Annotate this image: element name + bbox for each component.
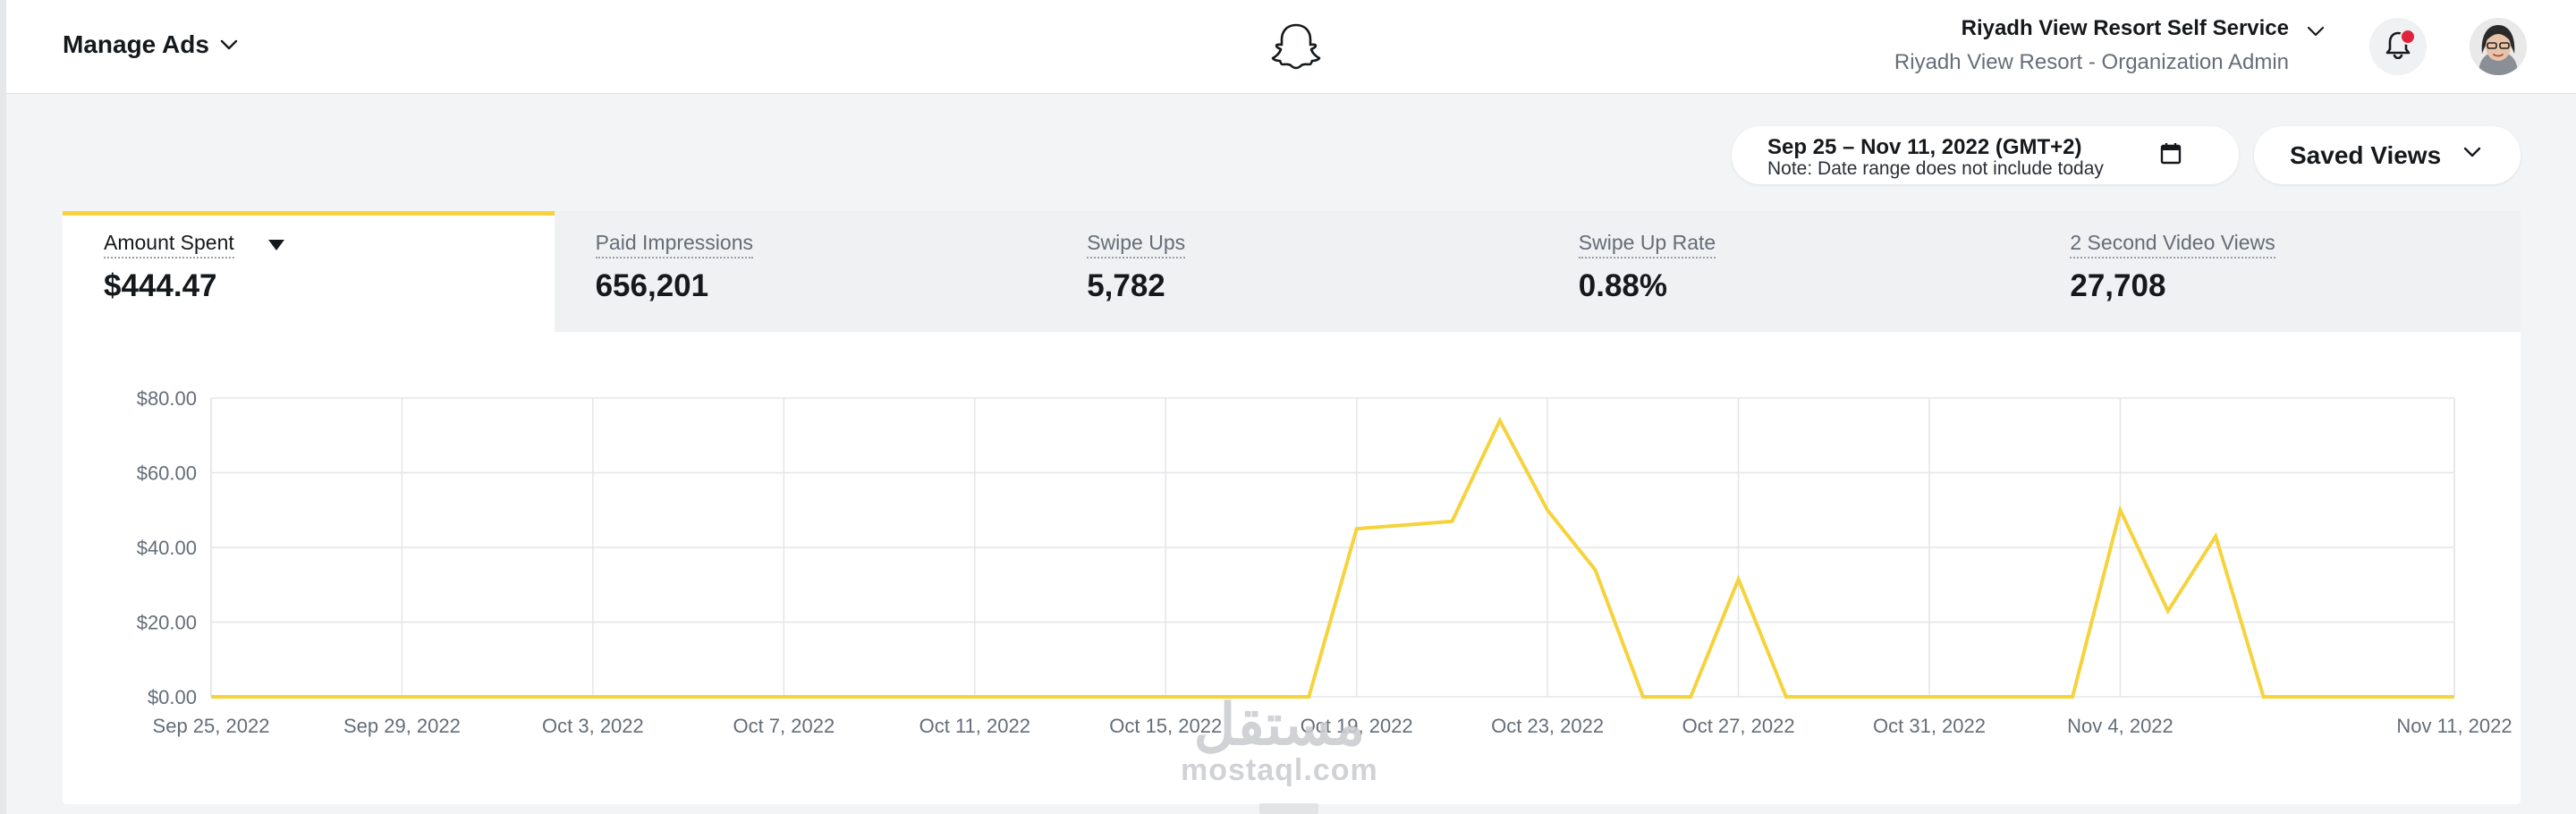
chevron-down-icon[interactable] <box>2307 25 2325 41</box>
calendar-icon <box>2159 141 2182 171</box>
manage-ads-label: Manage Ads <box>63 30 209 58</box>
caret-down-icon[interactable] <box>268 240 284 250</box>
x-tick-label: Oct 19, 2022 <box>1301 715 1413 737</box>
saved-views-dropdown[interactable]: Saved Views <box>2254 126 2521 184</box>
x-tick-label: Oct 23, 2022 <box>1491 715 1604 737</box>
tab-video-views[interactable]: 2 Second Video Views 27,708 <box>2029 211 2521 332</box>
date-range-picker[interactable]: Sep 25 – Nov 11, 2022 (GMT+2) Note: Date… <box>1732 126 2239 184</box>
metric-value: 27,708 <box>2070 268 2166 303</box>
chevron-down-icon <box>220 39 238 50</box>
y-tick-label: $20.00 <box>137 612 197 634</box>
metric-value: 5,782 <box>1087 268 1165 303</box>
date-range-note: Note: Date range does not include today <box>1767 158 2104 179</box>
metric-label: Amount Spent <box>104 231 234 259</box>
metric-value: 0.88% <box>1578 268 1668 303</box>
metric-tabs: Amount Spent $444.47 Paid Impressions 65… <box>63 211 2521 332</box>
snapchat-ghost-icon[interactable] <box>1269 20 1323 73</box>
x-tick-label: Oct 15, 2022 <box>1109 715 1222 737</box>
x-tick-label: Oct 3, 2022 <box>542 715 644 737</box>
scroll-handle[interactable] <box>1259 803 1318 814</box>
metric-label: Swipe Up Rate <box>1578 231 1716 259</box>
tab-swipe-ups[interactable]: Swipe Ups 5,782 <box>1046 211 1538 332</box>
y-tick-label: $40.00 <box>137 537 197 559</box>
x-tick-label: Oct 11, 2022 <box>919 715 1030 737</box>
x-tick-label: Sep 25, 2022 <box>153 715 270 737</box>
y-tick-label: $80.00 <box>137 387 197 410</box>
x-tick-label: Oct 7, 2022 <box>733 715 835 737</box>
tab-swipe-up-rate[interactable]: Swipe Up Rate 0.88% <box>1538 211 2029 332</box>
notification-dot <box>2400 29 2416 45</box>
metric-label: Paid Impressions <box>595 231 754 259</box>
metric-label: Swipe Ups <box>1087 231 1186 259</box>
tab-paid-impressions[interactable]: Paid Impressions 656,201 <box>555 211 1046 332</box>
x-tick-label: Sep 29, 2022 <box>343 715 461 737</box>
account-name: Riyadh View Resort Self Service <box>1961 16 2289 40</box>
manage-ads-menu[interactable]: Manage Ads <box>63 30 238 59</box>
watermark-arabic: مستقل <box>1193 692 1366 757</box>
x-tick-label: Oct 31, 2022 <box>1873 715 1986 737</box>
x-tick-label: Nov 4, 2022 <box>2067 715 2174 737</box>
chevron-down-icon <box>2463 146 2481 162</box>
metric-value: $444.47 <box>104 268 217 303</box>
window-left-edge <box>0 0 6 814</box>
top-navigation-bar: Manage Ads Riyadh View Resort Self Servi… <box>6 0 2576 94</box>
account-organization: Riyadh View Resort - Organization Admin <box>1894 50 2289 74</box>
metric-label: 2 Second Video Views <box>2070 231 2275 259</box>
y-tick-label: $0.00 <box>148 686 197 708</box>
saved-views-label: Saved Views <box>2290 140 2442 169</box>
metric-value: 656,201 <box>595 268 709 303</box>
tab-amount-spent[interactable]: Amount Spent $444.47 <box>63 211 555 332</box>
metrics-card: Amount Spent $444.47 Paid Impressions 65… <box>63 211 2521 804</box>
x-tick-label: Nov 11, 2022 <box>2396 715 2512 737</box>
watermark: مستقل mostaql.com <box>1181 696 1378 788</box>
account-switcher[interactable]: Riyadh View Resort Self Service Riyadh V… <box>1894 16 2289 75</box>
watermark-latin: mostaql.com <box>1181 753 1378 787</box>
avatar[interactable] <box>2470 18 2527 75</box>
date-range-value: Sep 25 – Nov 11, 2022 (GMT+2) <box>1767 135 2082 159</box>
x-tick-label: Oct 27, 2022 <box>1682 715 1795 737</box>
notifications-button[interactable] <box>2369 18 2427 75</box>
amount-spent-series-line <box>211 416 2454 699</box>
y-tick-label: $60.00 <box>137 462 197 485</box>
amount-spent-line-chart: $0.00 $20.00 $40.00 $60.00 $80.00 Sep 25, 202… <box>137 387 2512 737</box>
